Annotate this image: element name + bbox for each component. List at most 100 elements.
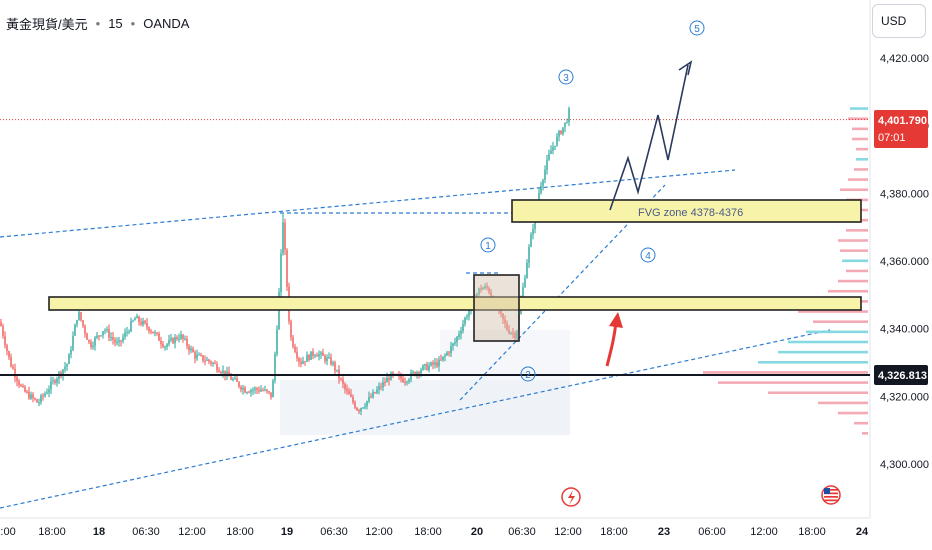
candle-body — [438, 359, 440, 367]
projected-wave-path — [609, 64, 689, 211]
candle-body — [490, 292, 492, 297]
candle-body — [176, 337, 178, 340]
volume-profile-bar — [852, 127, 868, 131]
projection-box — [280, 330, 570, 435]
candle-body — [424, 364, 426, 366]
candle-body — [170, 338, 172, 340]
candle-body — [324, 355, 326, 362]
us-flag-icon — [824, 496, 838, 498]
candle-body — [112, 337, 114, 340]
volume-profile-bar — [848, 178, 868, 181]
price-tick-label: 4,420.000 — [880, 53, 929, 65]
candle-body — [54, 380, 56, 383]
candle-body — [504, 319, 506, 324]
candle-body — [326, 357, 328, 362]
candle-body — [154, 332, 156, 334]
volume-profile-bar — [854, 421, 868, 425]
candle-body — [260, 389, 262, 392]
candle-body — [556, 136, 558, 146]
volume-profile-bar — [768, 391, 868, 395]
time-axis: 2:00 18:00 18 06:30 12:00 18:00 19 06:30 12:00 18… — [0, 526, 869, 538]
candle-body — [454, 342, 456, 344]
candle-body — [118, 340, 120, 343]
price-axis: 4,420.0004,400.0004,380.0004,360.0004,34… — [874, 53, 929, 471]
candle-body — [320, 352, 322, 355]
candle-body — [234, 378, 236, 380]
candle-body — [204, 360, 206, 362]
candle-body — [400, 375, 402, 379]
candle-body — [524, 278, 526, 288]
symbol-header[interactable]: 黃金現貨/美元 • 15 • OANDA — [6, 14, 189, 33]
candle-body — [132, 320, 134, 322]
candle-body — [164, 346, 166, 348]
candle-body — [270, 392, 272, 398]
lightning-icon — [568, 490, 575, 505]
time-tick-label: 12:00 — [178, 526, 206, 538]
candle-body — [142, 320, 144, 325]
candle-body — [194, 352, 196, 359]
candle-body — [554, 145, 556, 147]
candle-body — [516, 330, 518, 339]
candle-body — [84, 325, 86, 334]
candle-body — [156, 332, 158, 334]
time-tick-label: 2:00 — [0, 526, 16, 538]
candle-body — [502, 313, 504, 320]
separator-dot: • — [95, 16, 101, 31]
candle-body — [360, 408, 362, 412]
candle-body — [310, 351, 312, 360]
candle-body — [436, 362, 438, 367]
candle-body — [202, 355, 204, 361]
candle-body — [28, 391, 30, 399]
candle-body — [346, 389, 348, 391]
candle-body — [418, 372, 420, 374]
candle-body — [262, 389, 264, 391]
candle-body — [264, 389, 266, 391]
candle-body — [68, 354, 70, 365]
candle-body — [250, 390, 252, 393]
candle-body — [488, 287, 490, 293]
candle-body — [328, 357, 330, 359]
candle-body — [14, 368, 16, 378]
candle-body — [110, 337, 112, 339]
candle-body — [232, 379, 234, 381]
candle-body — [316, 355, 318, 357]
candle-body — [100, 335, 102, 337]
candle-body — [92, 345, 94, 348]
candle-body — [66, 364, 68, 367]
candle-body — [362, 407, 364, 409]
source-label: OANDA — [143, 16, 190, 31]
support-zone — [48, 296, 862, 311]
candle-body — [224, 370, 226, 376]
currency-button[interactable]: USD — [872, 4, 926, 38]
candle-body — [532, 228, 534, 235]
candle-body — [376, 389, 378, 394]
candle-body — [506, 323, 508, 330]
candle-body — [114, 339, 116, 343]
candle-body — [552, 146, 554, 151]
candle-body — [188, 346, 190, 351]
candle-body — [238, 381, 240, 387]
candle-body — [210, 361, 212, 364]
candle-body — [32, 394, 34, 399]
candle-body — [332, 362, 334, 365]
lower-trend-line — [0, 329, 831, 509]
candle-body — [158, 333, 160, 341]
candle-body — [378, 386, 380, 390]
candle-body — [86, 333, 88, 340]
price-tick-label: 4,320.000 — [880, 391, 929, 403]
candle-body — [220, 372, 222, 374]
candle-body — [564, 122, 566, 128]
candle-body — [358, 410, 360, 412]
candle-body — [480, 288, 482, 290]
candle-body — [444, 355, 446, 357]
candle-body — [434, 362, 436, 365]
candle-body — [386, 377, 388, 383]
projection-shade — [440, 330, 570, 435]
candle-body — [380, 386, 382, 388]
candle-body — [134, 318, 136, 321]
candle-body — [370, 396, 372, 398]
candle-body — [364, 406, 366, 408]
candle-body — [430, 362, 432, 366]
us-flag-icon — [824, 488, 830, 494]
